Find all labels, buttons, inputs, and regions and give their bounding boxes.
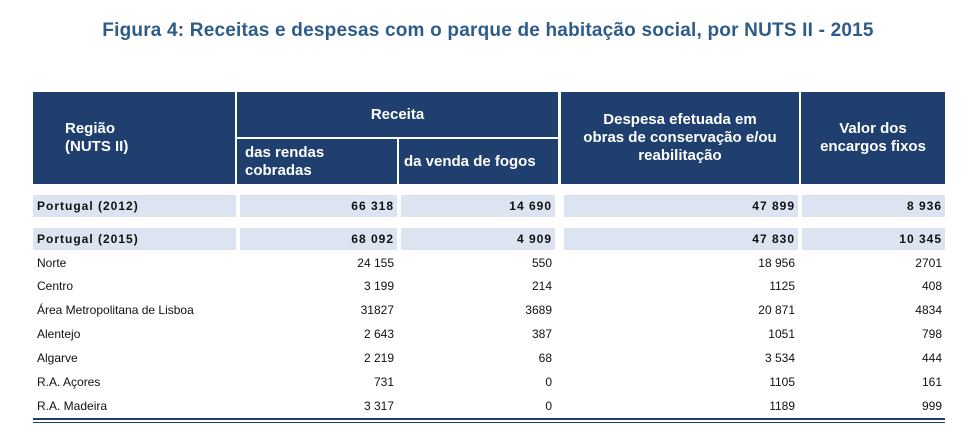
header-venda: da venda de fogos (399, 139, 558, 184)
cell-rendas: 66 318 (236, 195, 397, 217)
header-nuts-label: (NUTS II) (65, 138, 129, 155)
cell-rendas: 2 219 (363, 351, 394, 365)
table-row: Norte 24 155 550 18 956 2701 (33, 252, 945, 274)
header-encargos-line2: encargos fixos (820, 138, 926, 155)
cell-despesa: 1051 (768, 327, 795, 341)
row-label: Centro (37, 279, 74, 293)
cell-venda: 214 (531, 279, 552, 293)
cell-rendas: 3 317 (363, 399, 394, 413)
row-label: Algarve (37, 351, 78, 365)
cell-venda: 14 690 (397, 195, 555, 217)
data-table: Região (NUTS II) Receita das rendas cobr… (33, 92, 945, 423)
header-despesa: Despesa efetuada em obras de conservação… (561, 92, 799, 184)
cell-venda: 68 (538, 351, 552, 365)
cell-encargos: 444 (921, 351, 942, 365)
row-label: R.A. Açores (37, 375, 101, 389)
cell-encargos: 8 936 (798, 195, 945, 217)
header-despesa-line1: Despesa efetuada em (603, 111, 757, 128)
cell-rendas: 31827 (360, 303, 394, 317)
header-despesa-line2: obras de conservação e/ou (583, 129, 777, 146)
cell-rendas: 3 199 (363, 279, 394, 293)
table-header: Região (NUTS II) Receita das rendas cobr… (33, 92, 945, 184)
table-row: Portugal (2012) 66 318 14 690 47 899 8 9… (33, 195, 945, 217)
header-rendas-line1: das rendas (245, 143, 325, 161)
cell-encargos: 4834 (915, 303, 942, 317)
row-label: Norte (37, 256, 67, 270)
table-row: Algarve 2 219 68 3 534 444 (33, 347, 945, 369)
table-row: Centro 3 199 214 1125 408 (33, 275, 945, 297)
header-despesa-line3: reabilitação (638, 147, 722, 164)
row-label: Portugal (2012) (33, 195, 236, 217)
header-rendas: das rendas cobradas (237, 139, 397, 184)
header-rendas-line2: cobradas (245, 161, 312, 179)
cell-despesa: 47 899 (560, 195, 798, 217)
table-row: Área Metropolitana de Lisboa 31827 3689 … (33, 299, 945, 321)
row-label: R.A. Madeira (37, 399, 108, 413)
figure-title: Figura 4: Receitas e despesas com o parq… (102, 20, 874, 41)
cell-despesa: 1125 (769, 279, 795, 293)
header-receita: Receita (237, 92, 558, 137)
table-row: R.A. Madeira 3 317 0 1189 999 (33, 395, 945, 417)
cell-encargos: 798 (921, 327, 942, 341)
table-bottom-rule (33, 418, 945, 420)
table-row: Alentejo 2 643 387 1051 798 (33, 323, 945, 345)
cell-despesa: 1189 (769, 399, 795, 413)
table-row: R.A. Açores 731 0 1105 161 (33, 371, 945, 393)
header-encargos-line1: Valor dos (839, 120, 907, 137)
table-row: Portugal (2015) 68 092 4 909 47 830 10 3… (33, 228, 945, 250)
cell-encargos: 161 (921, 375, 942, 389)
cell-despesa: 18 956 (758, 256, 795, 270)
cell-encargos: 2701 (915, 256, 942, 270)
table-bottom-rule-thin (33, 422, 945, 423)
cell-venda: 4 909 (397, 228, 555, 250)
cell-venda: 387 (531, 327, 552, 341)
cell-despesa: 3 534 (764, 351, 795, 365)
cell-encargos: 408 (921, 279, 942, 293)
cell-rendas: 24 155 (357, 256, 394, 270)
cell-encargos: 999 (921, 399, 942, 413)
header-regiao-label: Região (65, 120, 116, 137)
header-encargos: Valor dos encargos fixos (801, 92, 945, 184)
cell-rendas: 2 643 (363, 327, 394, 341)
row-label: Alentejo (37, 327, 81, 341)
row-label: Portugal (2015) (33, 228, 236, 250)
cell-rendas: 731 (373, 375, 394, 389)
cell-venda: 3689 (525, 303, 552, 317)
cell-encargos: 10 345 (798, 228, 945, 250)
cell-rendas: 68 092 (236, 228, 397, 250)
cell-despesa: 1105 (769, 375, 795, 389)
cell-venda: 550 (531, 256, 552, 270)
cell-venda: 0 (545, 399, 552, 413)
row-label: Área Metropolitana de Lisboa (37, 303, 194, 317)
cell-venda: 0 (545, 375, 552, 389)
cell-despesa: 47 830 (560, 228, 798, 250)
header-regiao: Região (NUTS II) (33, 92, 235, 184)
cell-despesa: 20 871 (758, 303, 795, 317)
